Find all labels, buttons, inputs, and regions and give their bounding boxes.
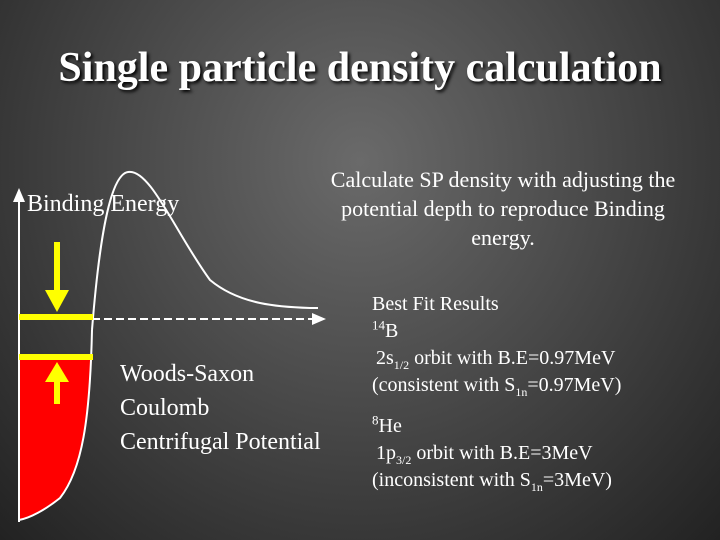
energy-axis-arrowhead	[13, 188, 25, 202]
potential-well-fill	[19, 358, 92, 520]
potential-label-coulomb: Coulomb	[120, 395, 210, 421]
b14-note-value: =0.97MeV)	[527, 374, 622, 396]
zero-level-bar	[19, 314, 93, 320]
he8-note-sub: 1n	[530, 480, 543, 494]
up-arrow-icon	[45, 362, 69, 382]
he8-orbit: 1p3/2 orbit with B.E=3MeV	[372, 440, 621, 467]
b14-orbit-name: 2s	[376, 347, 394, 369]
potential-label-woods-saxon: Woods-Saxon	[120, 361, 255, 387]
potential-label-centrifugal: Centrifugal Potential	[120, 429, 321, 455]
he8-note-text: (inconsistent with S	[372, 469, 531, 491]
potential-well-wall	[18, 329, 93, 521]
b14-mass-number: 14	[372, 317, 385, 333]
b14-orbit: 2s1/2 orbit with B.E=0.97MeV	[372, 345, 621, 372]
bound-level-bar	[19, 354, 93, 360]
he8-orbit-j: 3/2	[396, 453, 412, 467]
b14-element: B	[385, 320, 399, 342]
b14-note-text: (consistent with S	[372, 374, 516, 396]
b14-note-sub: 1n	[515, 385, 528, 399]
b14-orbit-energy: orbit with B.E=0.97MeV	[409, 347, 616, 369]
dashed-line-arrowhead	[312, 313, 326, 325]
b14-orbit-j: 1/2	[393, 358, 410, 372]
calculation-description: Calculate SP density with adjusting the …	[330, 167, 676, 250]
b14-note: (consistent with S1n=0.97MeV)	[372, 372, 621, 399]
nucleus-b14: 14B	[372, 318, 621, 345]
he8-element: He	[378, 415, 402, 437]
he8-note-value: =3MeV)	[542, 469, 612, 491]
slide-title: Single particle density calculation	[58, 45, 662, 91]
he8-orbit-name: 1p	[376, 442, 396, 464]
results-heading: Best Fit Results	[372, 293, 499, 315]
down-arrow-icon	[45, 290, 69, 312]
best-fit-results: Best Fit Results 14B 2s1/2 orbit with B.…	[372, 291, 621, 494]
he8-mass-number: 8	[372, 412, 379, 428]
he8-orbit-energy: orbit with B.E=3MeV	[411, 442, 593, 464]
he8-note: (inconsistent with S1n=3MeV)	[372, 467, 621, 494]
potential-components: Woods-Saxon Coulomb Centrifugal Potentia…	[120, 357, 321, 459]
potential-curve	[91, 170, 318, 331]
nucleus-he8: 8He	[372, 413, 621, 440]
binding-energy-label: Binding Energy	[27, 191, 180, 217]
